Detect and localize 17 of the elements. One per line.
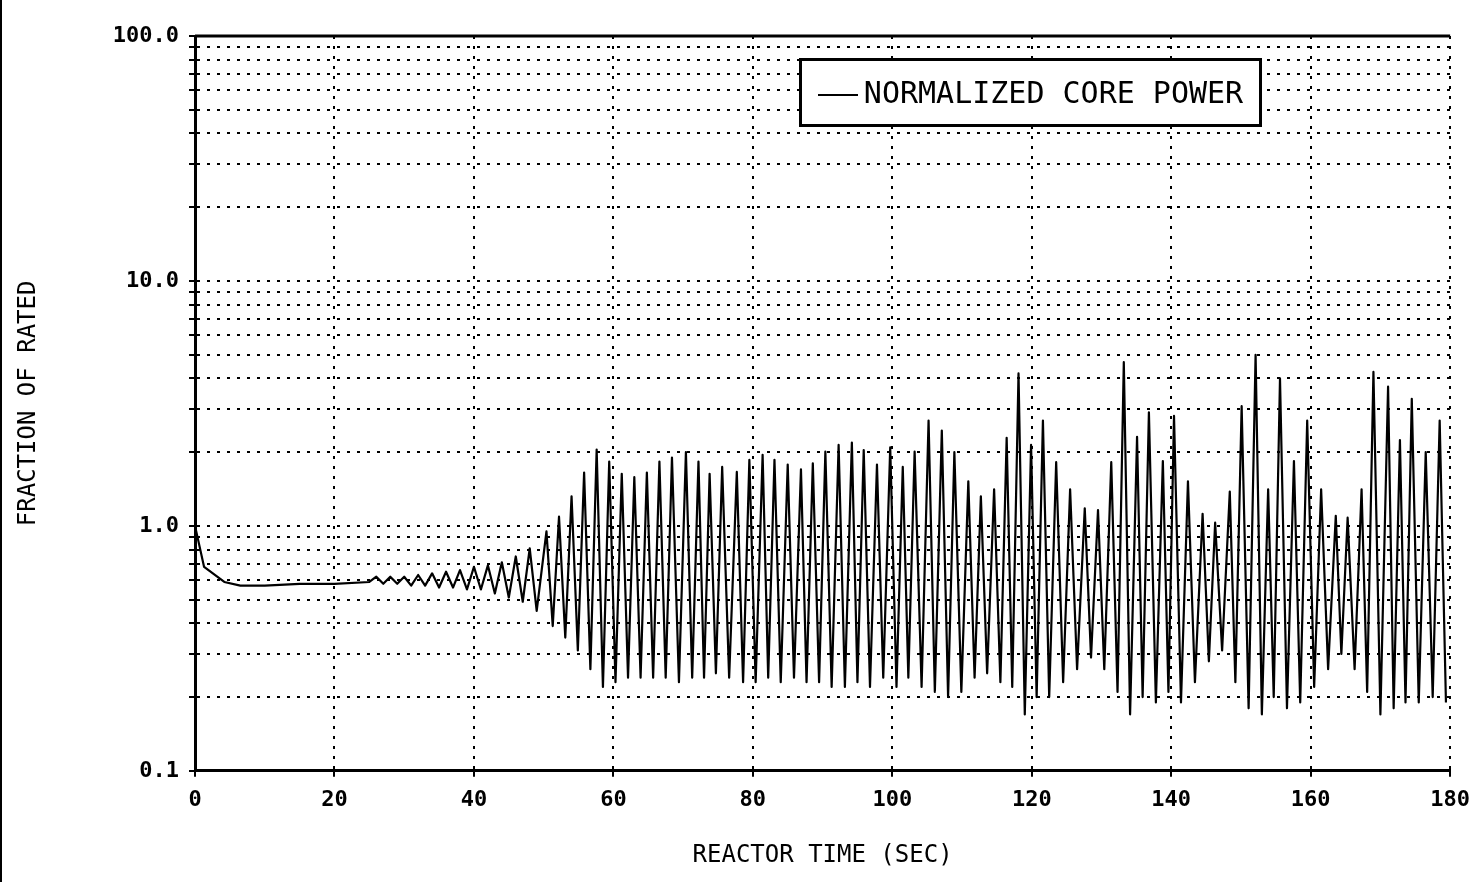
x-tick-label: 80 (739, 785, 767, 811)
x-tick-label: 120 (1011, 785, 1052, 811)
x-tick-label: 180 (1430, 785, 1471, 811)
x-tick-label: 100 (872, 785, 913, 811)
y-tick-label: 1.0 (139, 511, 180, 537)
y-axis-title: FRACTION OF RATED (12, 280, 41, 527)
y-tick-label: 0.1 (139, 756, 180, 782)
x-tick-label: 0 (188, 785, 202, 811)
x-axis-title: REACTOR TIME (SEC) (692, 839, 953, 868)
y-tick-label: 10.0 (126, 266, 180, 292)
x-tick-label: 40 (460, 785, 488, 811)
legend-label: NORMALIZED CORE POWER (863, 75, 1244, 111)
x-tick-label: 140 (1151, 785, 1192, 811)
y-tick-label: 100.0 (112, 21, 180, 47)
x-tick-label: 160 (1290, 785, 1331, 811)
x-tick-label: 20 (321, 785, 348, 811)
x-tick-label: 60 (600, 785, 627, 811)
